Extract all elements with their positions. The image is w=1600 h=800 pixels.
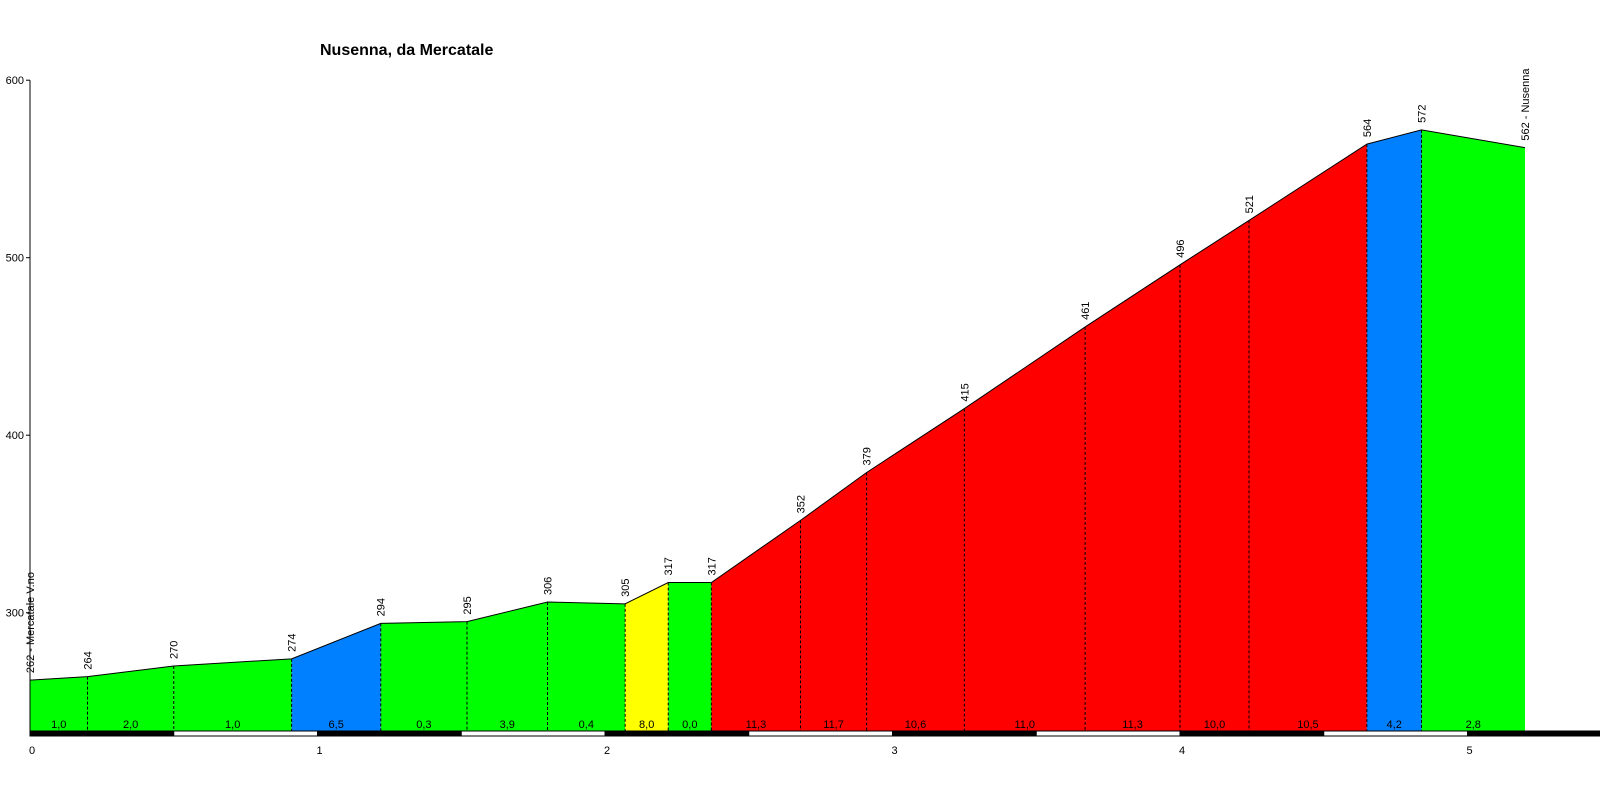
profile-segment [866,408,965,731]
profile-segment [547,602,626,731]
y-tick-label: 500 [6,253,24,265]
gradient-label: 10,0 [1204,719,1225,731]
gradient-label: 10,5 [1297,719,1318,731]
gradient-label: 10,6 [905,719,926,731]
scale-bar-segment [892,730,1037,737]
profile-segment [1085,264,1180,731]
profile-segment [467,602,548,731]
profile-segment [1180,220,1249,732]
elevation-label: 562 - Nusenna [1520,68,1532,141]
x-tick-label: 5 [1466,745,1472,757]
elevation-label: 415 [959,383,971,401]
elevation-label: 270 [169,641,181,659]
gradient-label: 8,0 [639,719,654,731]
gradient-label: 1,0 [51,719,66,731]
elevation-label: 264 [83,651,95,669]
scale-bar-segment [604,730,750,737]
profile-segment [173,658,292,731]
y-tick-label: 300 [6,608,24,620]
scale-bar-segment [317,730,462,737]
profile-segment [625,582,669,731]
elevation-label: 496 [1175,239,1187,257]
scale-bar-segment [460,730,606,737]
profile-segment [1421,129,1525,731]
x-axis: 0 1 2 3 4 5 [29,730,1600,757]
gradient-label: 11,3 [746,719,767,731]
gradient-label: 3,9 [500,719,515,731]
x-tick-label: 1 [316,745,322,757]
gradient-label: 1,0 [225,719,240,731]
elevation-label: 461 [1080,302,1092,320]
profile-segment [1366,129,1422,731]
profile-segment [87,665,174,731]
gradient-label: 11,7 [823,719,844,731]
elevation-label: 262 - Mercatale V.no [25,572,37,673]
x-tick-label: 3 [891,745,897,757]
elevation-label: 295 [462,596,474,614]
gradient-label: 2,8 [1466,719,1481,731]
scale-bar-segment [29,730,175,737]
gradient-labels: 1,0 2,0 1,0 6,5 0,3 3,9 0,4 8,0 0,0 11,3 11,7 10,6 1… [51,719,1481,731]
gradient-label: 0,0 [682,719,697,731]
scale-bar-segment [1467,730,1600,737]
scale-bar-segment [1179,730,1325,737]
profile-segment [30,676,88,731]
segment-dividers [87,129,1422,731]
elevation-label: 306 [543,577,555,595]
elevation-labels: 262 - Mercatale V.no 264 270 274 294 295 306 30… [25,68,1532,674]
gradient-label: 11,3 [1122,719,1143,731]
x-tick-label: 0 [29,745,35,757]
scale-bar-segment [1035,730,1181,737]
scale-bar-segment [748,730,893,737]
profile-segment [964,326,1086,731]
profile-segment [800,472,867,731]
profile-segment [668,582,712,731]
elevation-label: 317 [663,557,675,575]
profile-areas [30,129,1525,732]
gradient-label: 11,0 [1014,719,1035,731]
x-tick-label: 4 [1179,745,1185,757]
scale-bar-segment [173,730,318,737]
profile-segment [380,621,467,731]
y-tick-label: 600 [6,75,24,87]
scale-bar-segment [1323,730,1468,737]
elevation-label: 521 [1244,195,1256,213]
profile-segment [291,623,381,731]
elevation-label: 564 [1362,119,1374,137]
elevation-label: 305 [620,578,632,596]
y-axis: 300 400 500 600 [6,75,31,733]
profile-segment [1249,144,1367,732]
chart-title: Nusenna, da Mercatale [320,42,494,59]
y-tick-label: 400 [6,430,24,442]
gradient-label: 0,3 [416,719,431,731]
elevation-label: 572 [1417,105,1429,123]
gradient-label: 0,4 [579,719,594,731]
elevation-label: 317 [706,557,718,575]
gradient-label: 2,0 [123,719,138,731]
profile-outline [29,129,1526,681]
profile-line [29,129,1526,681]
gradient-label: 4,2 [1387,719,1402,731]
gradient-label: 6,5 [329,719,344,731]
profile-segment [711,520,801,731]
x-tick-label: 2 [604,745,610,757]
elevation-label: 379 [862,447,874,465]
elevation-label: 274 [287,633,299,651]
elevation-label: 294 [376,598,388,616]
elevation-label: 352 [796,495,808,513]
